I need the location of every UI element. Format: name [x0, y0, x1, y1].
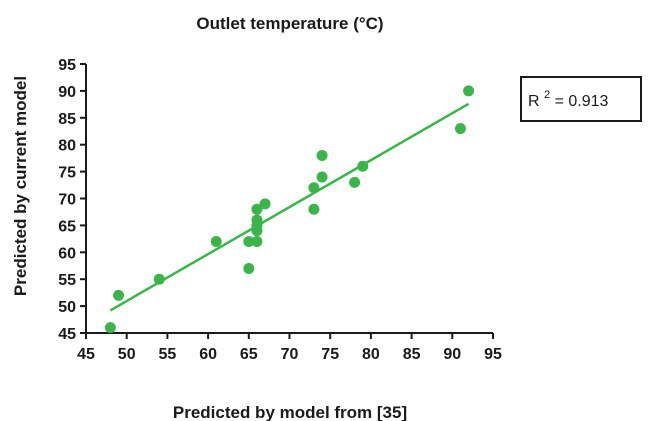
- y-tick-label: 45: [58, 326, 76, 343]
- x-tick-label: 80: [362, 346, 380, 363]
- y-tick-label: 75: [58, 165, 76, 182]
- data-point: [243, 236, 255, 248]
- y-tick-label: 90: [58, 84, 76, 101]
- data-point: [316, 171, 328, 183]
- x-tick-label: 75: [321, 346, 339, 363]
- data-point: [463, 85, 475, 97]
- data-point: [251, 236, 263, 248]
- x-tick-label: 50: [118, 346, 136, 363]
- y-tick-label: 80: [58, 138, 76, 155]
- r-squared-superscript: 2: [544, 89, 550, 101]
- r-squared-text: R 2 = 0.913: [528, 85, 609, 110]
- y-tick-label: 60: [58, 245, 76, 262]
- data-point: [349, 176, 361, 188]
- regression-line: [109, 102, 470, 312]
- x-axis-ticks: 45 50 55 60 65 70 75 80 85 90 95: [77, 333, 502, 363]
- y-tick-label: 65: [58, 218, 76, 235]
- r-squared-value: = 0.913: [555, 93, 609, 110]
- data-point: [259, 198, 271, 210]
- data-point: [153, 273, 165, 285]
- data-point: [454, 123, 466, 135]
- x-tick-label: 45: [77, 346, 95, 363]
- fit-line-group: [109, 102, 470, 312]
- chart-title: Outlet temperature (°C): [196, 14, 383, 33]
- x-tick-label: 95: [484, 346, 502, 363]
- data-point: [104, 322, 116, 334]
- y-tick-label: 50: [58, 299, 76, 316]
- data-point: [251, 214, 263, 226]
- y-axis-ticks: 45 50 55 60 65 70 75 80 85 90 95: [58, 57, 86, 343]
- data-point: [251, 203, 263, 215]
- data-point: [316, 149, 328, 161]
- data-point: [210, 236, 222, 248]
- data-point: [357, 160, 369, 172]
- data-points: [104, 85, 475, 334]
- x-tick-label: 90: [443, 346, 461, 363]
- data-point: [113, 289, 125, 301]
- axes: [85, 64, 493, 334]
- y-tick-label: 55: [58, 272, 76, 289]
- x-tick-label: 70: [281, 346, 299, 363]
- r-squared-prefix: R: [528, 93, 540, 110]
- x-tick-label: 55: [159, 346, 177, 363]
- r-squared-annotation: R 2 = 0.913: [520, 76, 642, 122]
- y-tick-label: 70: [58, 192, 76, 209]
- y-tick-label: 95: [58, 57, 76, 74]
- data-point: [308, 203, 320, 215]
- x-axis-label: Predicted by model from [35]: [173, 403, 407, 421]
- x-tick-label: 85: [403, 346, 421, 363]
- x-tick-label: 65: [240, 346, 258, 363]
- annotation-frame: [520, 76, 642, 122]
- y-tick-label: 85: [58, 111, 76, 128]
- data-point: [308, 182, 320, 194]
- x-tick-label: 60: [199, 346, 217, 363]
- y-axis-label: Predicted by current model: [11, 76, 30, 296]
- data-point: [243, 262, 255, 274]
